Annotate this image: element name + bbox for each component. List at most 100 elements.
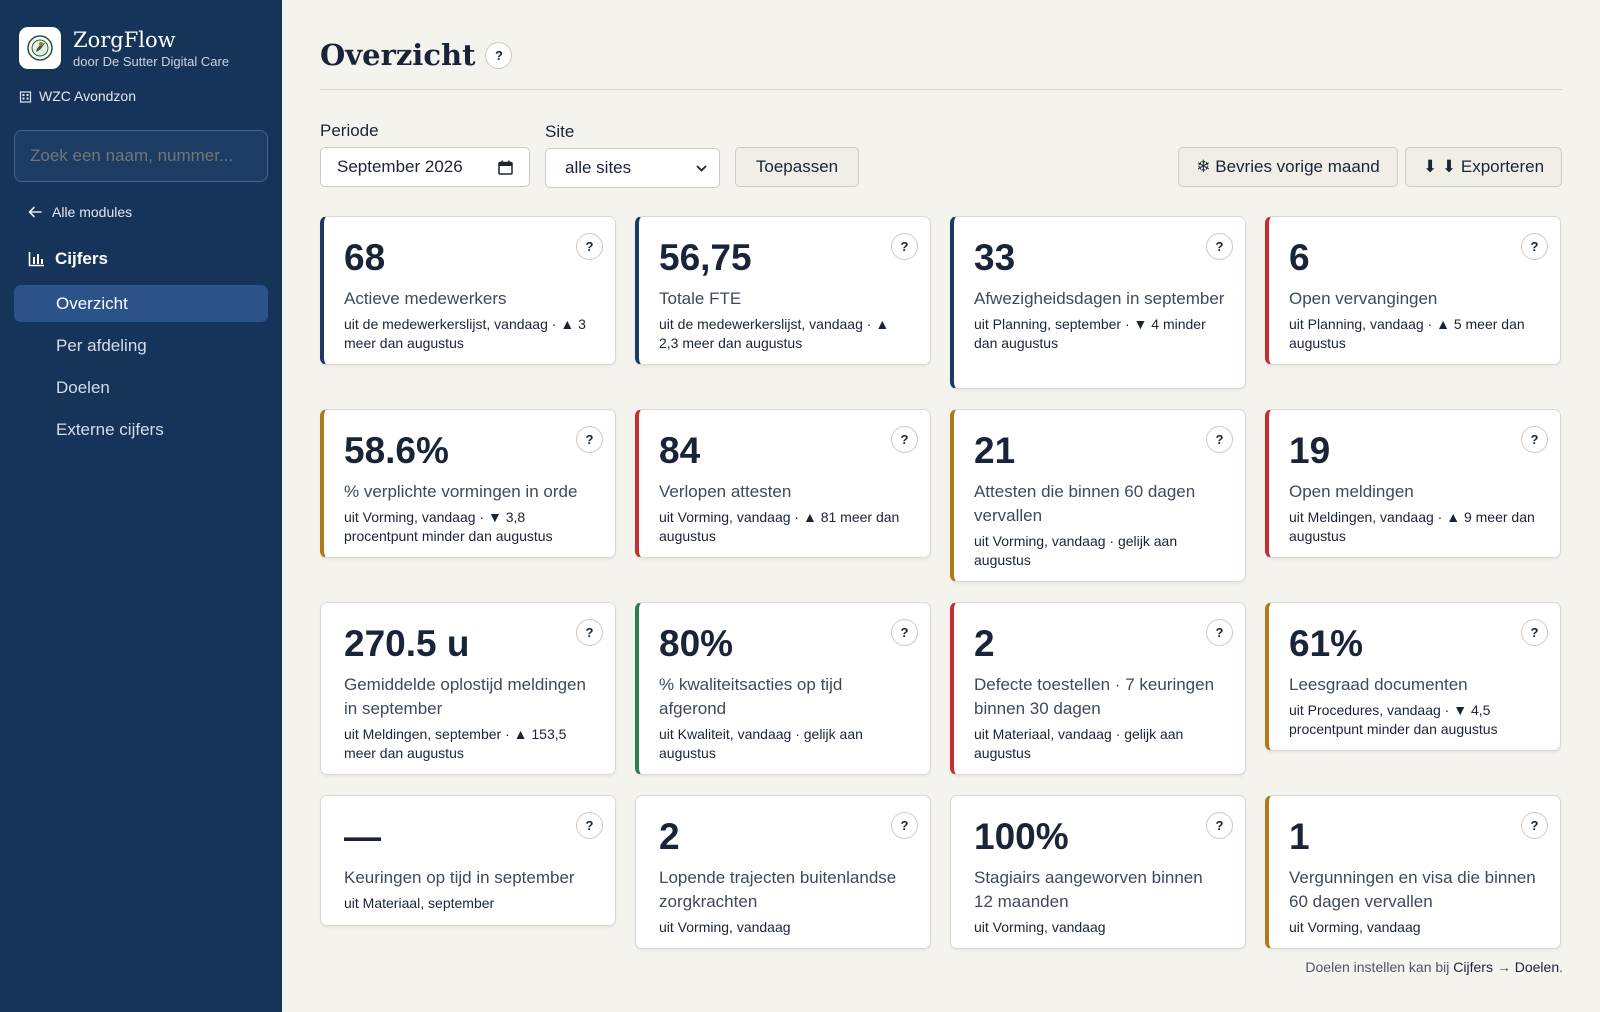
- building-icon: [19, 90, 32, 103]
- kpi-card[interactable]: 84 Verlopen attesten uit Vorming, vandaa…: [635, 409, 931, 558]
- kpi-label: Afwezigheidsdagen in september: [974, 289, 1225, 308]
- footer-end: .: [1559, 959, 1563, 975]
- kpi-value: 68: [344, 237, 386, 278]
- kpi-value: 2: [659, 816, 680, 857]
- help-button[interactable]: ?: [891, 426, 918, 453]
- kpi-card[interactable]: 270.5 u Gemiddelde oplostijd meldingen i…: [320, 602, 616, 775]
- kpi-label: Leesgraad documenten: [1289, 675, 1468, 694]
- nav-item-doelen[interactable]: Doelen: [56, 378, 110, 397]
- footer-link-doelen[interactable]: Doelen: [1514, 959, 1560, 975]
- page-title: Overzicht: [320, 38, 476, 72]
- help-button[interactable]: ?: [1521, 812, 1548, 839]
- brand-name: ZorgFlow: [73, 27, 176, 52]
- kpi-card[interactable]: 19 Open meldingen uit Meldingen, vandaag…: [1265, 409, 1561, 558]
- kpi-meta: uit Meldingen, vandaag · ▲ 9 meer dan au…: [1289, 509, 1535, 544]
- kpi-card[interactable]: 6 Open vervangingen uit Planning, vandaa…: [1265, 216, 1561, 365]
- footer-note: Doelen instellen kan bij Cijfers → Doele…: [1305, 959, 1563, 975]
- kpi-meta: uit Vorming, vandaag: [1289, 919, 1421, 935]
- help-button[interactable]: ?: [891, 233, 918, 260]
- site-value: alle sites: [565, 158, 632, 177]
- period-value: September 2026: [337, 157, 463, 176]
- kpi-meta: uit Vorming, vandaag · gelijk aan august…: [974, 533, 1178, 568]
- kpi-meta: uit de medewerkerslijst, vandaag · ▲ 2,3…: [659, 316, 890, 351]
- export-button[interactable]: ⬇ ⬇ Exporteren: [1405, 147, 1562, 187]
- kpi-meta: uit Procedures, vandaag · ▼ 4,5 procentp…: [1289, 702, 1498, 737]
- kpi-value: 84: [659, 430, 701, 471]
- help-button[interactable]: ?: [1206, 812, 1233, 839]
- kpi-label: Attesten die binnen 60 dagen vervallen: [974, 482, 1196, 525]
- back-to-modules-link[interactable]: Alle modules: [28, 204, 132, 220]
- kpi-card[interactable]: 2 Defecte toestellen · 7 keuringen binne…: [950, 602, 1246, 775]
- kpi-card[interactable]: 80% % kwaliteitsacties op tijd afgerond …: [635, 602, 931, 775]
- kpi-card[interactable]: 2 Lopende trajecten buitenlandse zorgkra…: [635, 795, 931, 949]
- kpi-meta: uit Vorming, vandaag · ▲ 81 meer dan aug…: [659, 509, 900, 544]
- logo: [19, 27, 61, 69]
- nav-item-overzicht[interactable]: Overzicht: [14, 285, 268, 322]
- freeze-previous-month-button[interactable]: ❄ Bevries vorige maand: [1178, 147, 1398, 187]
- kpi-meta: uit Vorming, vandaag: [974, 919, 1106, 935]
- kpi-value: —: [344, 816, 381, 857]
- kpi-meta: uit Kwaliteit, vandaag · gelijk aan augu…: [659, 726, 863, 761]
- kpi-meta: uit Materiaal, vandaag · gelijk aan augu…: [974, 726, 1184, 761]
- kpi-label: Verlopen attesten: [659, 482, 792, 501]
- brand[interactable]: ZorgFlow door De Sutter Digital Care: [19, 27, 229, 69]
- nav-section-cijfers[interactable]: Cijfers: [28, 249, 108, 269]
- kpi-label: % kwaliteitsacties op tijd afgerond: [659, 675, 843, 718]
- kpi-value: 61%: [1289, 623, 1364, 664]
- kpi-label: Keuringen op tijd in september: [344, 868, 575, 887]
- calendar-icon[interactable]: [498, 160, 513, 175]
- help-button[interactable]: ?: [891, 812, 918, 839]
- page-help-button[interactable]: ?: [485, 41, 513, 69]
- back-label: Alle modules: [52, 204, 133, 220]
- kpi-card[interactable]: 1 Vergunningen en visa die binnen 60 dag…: [1265, 795, 1561, 949]
- footer-link-cijfers[interactable]: Cijfers: [1453, 959, 1493, 975]
- kpi-card[interactable]: 68 Actieve medewerkers uit de medewerker…: [320, 216, 616, 365]
- bar-chart-icon: [28, 252, 44, 267]
- page-header: Overzicht ?: [320, 38, 513, 72]
- help-button[interactable]: ?: [576, 233, 603, 260]
- kpi-value: 2: [974, 623, 995, 664]
- nav-item-externe-cijfers[interactable]: Externe cijfers: [56, 420, 164, 439]
- kpi-card[interactable]: 58.6% % verplichte vormingen in orde uit…: [320, 409, 616, 558]
- kpi-meta: uit Planning, september · ▼ 4 minder dan…: [974, 316, 1206, 351]
- help-button[interactable]: ?: [1206, 619, 1233, 646]
- help-button[interactable]: ?: [1521, 426, 1548, 453]
- brand-subtitle: door De Sutter Digital Care: [73, 53, 230, 69]
- kpi-label: Lopende trajecten buitenlandse zorgkrach…: [659, 868, 897, 911]
- kpi-card[interactable]: 100% Stagiairs aangeworven binnen 12 maa…: [950, 795, 1246, 949]
- organization: WZC Avondzon: [19, 88, 136, 104]
- help-button[interactable]: ?: [1206, 233, 1233, 260]
- help-button[interactable]: ?: [1521, 619, 1548, 646]
- kpi-card[interactable]: 56,75 Totale FTE uit de medewerkerslijst…: [635, 216, 931, 365]
- site-label: Site: [545, 122, 575, 141]
- kpi-card[interactable]: 21 Attesten die binnen 60 dagen vervalle…: [950, 409, 1246, 582]
- apply-button[interactable]: Toepassen: [735, 147, 859, 187]
- help-button[interactable]: ?: [576, 426, 603, 453]
- kpi-label: Actieve medewerkers: [344, 289, 507, 308]
- kpi-meta: uit de medewerkerslijst, vandaag · ▲ 3 m…: [344, 316, 586, 351]
- kpi-card[interactable]: — Keuringen op tijd in september uit Mat…: [320, 795, 616, 926]
- kpi-label: Totale FTE: [659, 289, 742, 308]
- help-button[interactable]: ?: [576, 619, 603, 646]
- logo-emblem-icon: [27, 35, 53, 61]
- kpi-value: 19: [1289, 430, 1331, 471]
- arrow-left-icon: [28, 206, 42, 218]
- help-button[interactable]: ?: [1521, 233, 1548, 260]
- kpi-value: 80%: [659, 623, 734, 664]
- search-input[interactable]: [14, 130, 268, 182]
- kpi-label: Open vervangingen: [1289, 289, 1438, 308]
- help-button[interactable]: ?: [576, 812, 603, 839]
- header-divider: [320, 89, 1562, 90]
- help-button[interactable]: ?: [1206, 426, 1233, 453]
- kpi-card[interactable]: 33 Afwezigheidsdagen in september uit Pl…: [950, 216, 1246, 389]
- kpi-value: 56,75: [659, 237, 752, 278]
- kpi-card[interactable]: 61% Leesgraad documenten uit Procedures,…: [1265, 602, 1561, 751]
- nav-item-per-afdeling[interactable]: Per afdeling: [56, 336, 147, 355]
- kpi-label: Open meldingen: [1289, 482, 1414, 501]
- kpi-meta: uit Vorming, vandaag · ▼ 3,8 procentpunt…: [344, 509, 553, 544]
- period-picker[interactable]: September 2026: [320, 147, 530, 187]
- sidebar: ZorgFlow door De Sutter Digital Care WZC…: [0, 0, 282, 1012]
- footer-text: Doelen instellen kan bij: [1305, 959, 1454, 975]
- help-button[interactable]: ?: [891, 619, 918, 646]
- site-select[interactable]: alle sites: [545, 148, 720, 188]
